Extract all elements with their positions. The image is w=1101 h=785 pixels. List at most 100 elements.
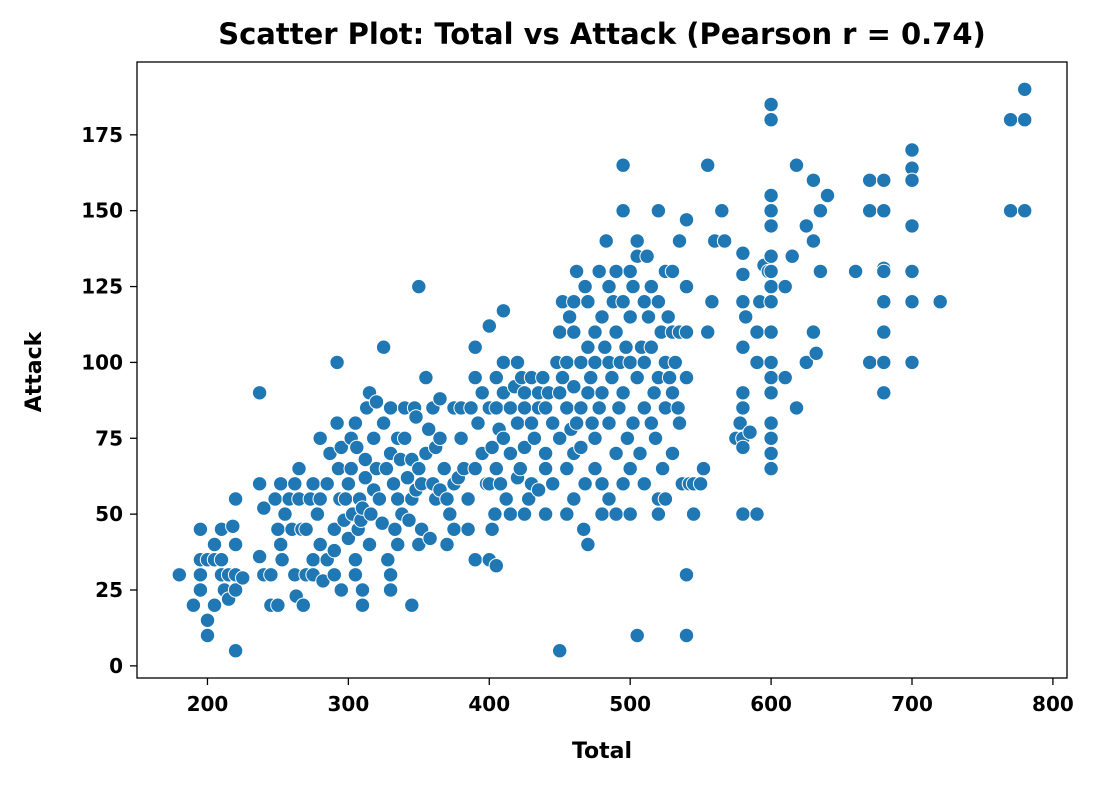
- data-point: [225, 518, 241, 534]
- data-point: [619, 430, 636, 446]
- data-point: [678, 324, 695, 340]
- data-point: [552, 385, 568, 401]
- data-point: [380, 552, 396, 568]
- data-point: [270, 597, 286, 613]
- data-point: [298, 521, 314, 537]
- data-point: [470, 415, 486, 431]
- data-point: [629, 369, 645, 386]
- data-point: [354, 597, 371, 613]
- data-point: [568, 263, 585, 280]
- data-point: [876, 172, 892, 189]
- y-tick-label: 50: [95, 502, 123, 526]
- data-point: [812, 203, 829, 219]
- data-point: [453, 430, 469, 446]
- data-point: [738, 309, 754, 325]
- data-point: [439, 491, 455, 507]
- data-point: [537, 400, 554, 416]
- data-point: [597, 339, 613, 355]
- data-point: [798, 218, 814, 234]
- data-point: [749, 354, 765, 371]
- data-point: [763, 294, 779, 310]
- data-point: [608, 445, 624, 462]
- data-point: [876, 385, 892, 401]
- data-point: [251, 385, 268, 401]
- data-point: [685, 506, 702, 522]
- data-point: [660, 309, 676, 325]
- data-point: [385, 476, 402, 492]
- data-point: [368, 394, 385, 410]
- data-point: [526, 430, 543, 446]
- data-point: [735, 339, 751, 355]
- data-point: [670, 400, 686, 416]
- data-point: [763, 248, 779, 264]
- data-point: [326, 542, 342, 559]
- data-point: [625, 415, 641, 431]
- data-point: [559, 354, 575, 371]
- data-point: [488, 400, 504, 416]
- data-point: [580, 385, 596, 401]
- data-point: [763, 385, 779, 401]
- data-point: [213, 552, 230, 568]
- data-point: [537, 445, 554, 462]
- data-point: [227, 582, 244, 598]
- data-point: [1002, 203, 1019, 219]
- data-point: [622, 460, 638, 477]
- x-tick-label: 800: [1032, 692, 1074, 716]
- data-point: [333, 582, 349, 598]
- y-axis-ticks: 0 25 50 75 100 125 150 175: [81, 123, 137, 678]
- data-point: [735, 245, 751, 261]
- data-point: [509, 415, 526, 431]
- data-point: [577, 278, 593, 295]
- data-point: [763, 460, 779, 477]
- data-point: [340, 530, 357, 547]
- data-point: [932, 294, 948, 310]
- data-point: [735, 266, 751, 283]
- data-point: [199, 627, 216, 644]
- data-point: [678, 278, 695, 295]
- data-point: [805, 233, 822, 249]
- data-point: [545, 476, 561, 492]
- data-point: [650, 203, 667, 219]
- data-point: [530, 482, 547, 498]
- data-point: [777, 278, 793, 295]
- data-point: [312, 430, 328, 446]
- data-point: [636, 476, 652, 492]
- data-point: [347, 552, 364, 568]
- data-point: [847, 263, 864, 280]
- data-point: [535, 369, 551, 386]
- data-point: [446, 521, 462, 537]
- data-point: [904, 263, 920, 280]
- y-tick-label: 175: [81, 123, 123, 147]
- data-point: [552, 430, 568, 446]
- data-point: [654, 460, 671, 477]
- data-point: [643, 278, 659, 295]
- data-point: [594, 385, 610, 401]
- data-point: [580, 294, 596, 310]
- data-point: [647, 430, 664, 446]
- data-point: [583, 369, 599, 386]
- data-point: [678, 567, 695, 583]
- data-point: [646, 385, 662, 401]
- data-point: [584, 415, 600, 431]
- data-point: [545, 415, 561, 431]
- data-point: [559, 506, 575, 522]
- data-point: [474, 385, 490, 401]
- data-point: [805, 172, 822, 189]
- data-point: [700, 157, 716, 173]
- data-point: [516, 385, 533, 401]
- data-point: [587, 460, 603, 477]
- data-point: [566, 491, 582, 507]
- data-point: [671, 415, 688, 431]
- data-point: [418, 369, 434, 386]
- data-point: [622, 506, 638, 522]
- data-point: [390, 536, 406, 553]
- data-point: [436, 460, 452, 477]
- plot-frame: [136, 61, 1068, 679]
- data-point: [371, 491, 388, 507]
- data-point: [763, 187, 779, 204]
- data-point: [678, 369, 695, 386]
- data-point: [270, 521, 286, 537]
- x-axis-ticks: 200 300 400 500 600 700 800: [187, 678, 1074, 716]
- data-point: [732, 415, 748, 431]
